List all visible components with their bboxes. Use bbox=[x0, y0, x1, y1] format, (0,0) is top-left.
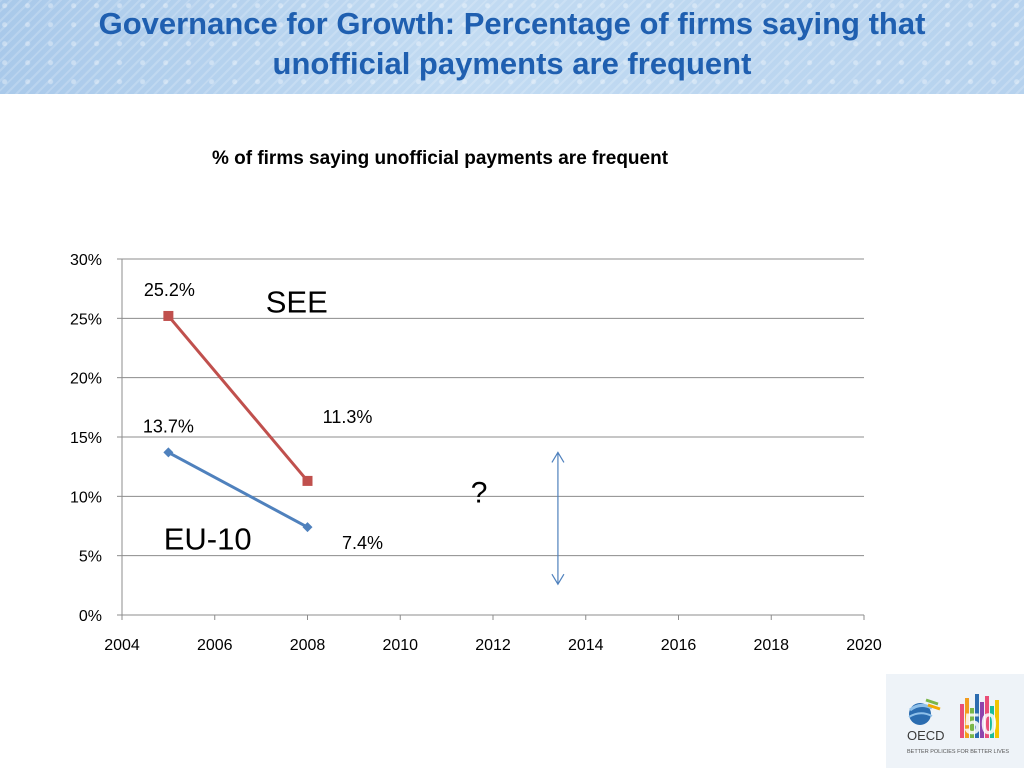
slide-title: Governance for Growth: Percentage of fir… bbox=[98, 6, 926, 81]
oecd-globe-icon bbox=[908, 698, 941, 725]
question-annotation: ? bbox=[471, 476, 488, 509]
chart-title: % of firms saying unofficial payments ar… bbox=[211, 148, 669, 169]
data-label: 11.3% bbox=[323, 407, 373, 427]
data-point-marker bbox=[163, 447, 174, 458]
logo-tagline: BETTER POLICIES FOR BETTER LIVES bbox=[907, 749, 1009, 755]
data-point-marker bbox=[163, 310, 174, 321]
y-tick-label: 10% bbox=[70, 489, 102, 506]
y-tick-label: 5% bbox=[79, 549, 102, 566]
data-label: 25.2% bbox=[144, 280, 195, 300]
y-tick-label: 15% bbox=[70, 430, 102, 447]
x-tick-label: 2010 bbox=[382, 637, 418, 654]
x-tick-label: 2008 bbox=[290, 637, 326, 654]
y-tick-label: 0% bbox=[79, 608, 102, 625]
oecd-brand-text: OECD bbox=[907, 728, 945, 743]
x-tick-label: 2004 bbox=[104, 637, 140, 654]
x-tick-label: 2016 bbox=[661, 637, 697, 654]
x-tick-label: 2006 bbox=[197, 637, 233, 654]
y-tick-label: 20% bbox=[70, 371, 102, 388]
arrow-head-down bbox=[551, 573, 565, 586]
y-tick-label: 25% bbox=[70, 311, 102, 328]
anniversary-bars-icon bbox=[960, 694, 999, 738]
data-point-marker bbox=[302, 522, 313, 533]
series-line-see bbox=[167, 314, 309, 482]
series-line-eu-10 bbox=[167, 451, 309, 529]
x-tick-label: 2018 bbox=[753, 637, 789, 654]
series-name-label: SEE bbox=[266, 284, 328, 319]
x-tick-label: 2020 bbox=[846, 637, 882, 654]
data-label: 7.4% bbox=[342, 533, 383, 553]
title-banner: Governance for Growth: Percentage of fir… bbox=[0, 0, 1024, 94]
data-label: 13.7% bbox=[143, 416, 194, 436]
x-tick-label: 2014 bbox=[568, 637, 604, 654]
series-name-label: EU-10 bbox=[164, 522, 252, 557]
arrow-head-up bbox=[551, 451, 565, 463]
data-point-marker bbox=[302, 475, 313, 486]
oecd-logo: OECD 50 BETTER POLICIES FOR BETTER LIVES bbox=[886, 674, 1024, 768]
y-tick-label: 30% bbox=[70, 252, 102, 269]
x-tick-label: 2012 bbox=[475, 637, 511, 654]
anniversary-text: 50 bbox=[964, 708, 997, 741]
